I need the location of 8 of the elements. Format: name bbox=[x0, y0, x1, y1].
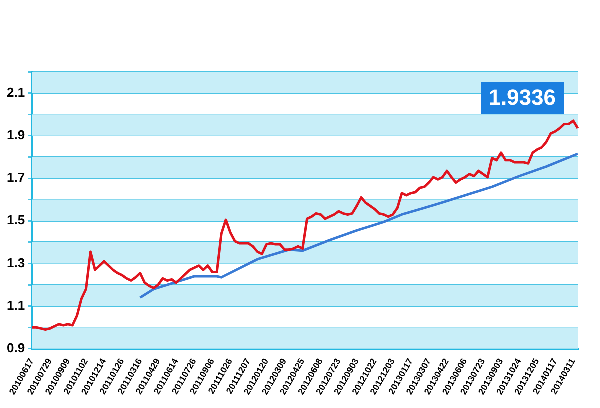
y-tick-label: 0.9 bbox=[6, 340, 26, 356]
y-tick-label: 1.7 bbox=[6, 170, 26, 186]
y-tick-label: 1.5 bbox=[6, 212, 26, 228]
y-tick-label: 1.9 bbox=[6, 127, 26, 142]
annotation: 1.9336 bbox=[480, 82, 564, 114]
y-tick-label: 1.1 bbox=[6, 298, 26, 313]
y-tick-label: 2.1 bbox=[6, 84, 26, 100]
y-tick-label: 1.3 bbox=[6, 255, 26, 270]
